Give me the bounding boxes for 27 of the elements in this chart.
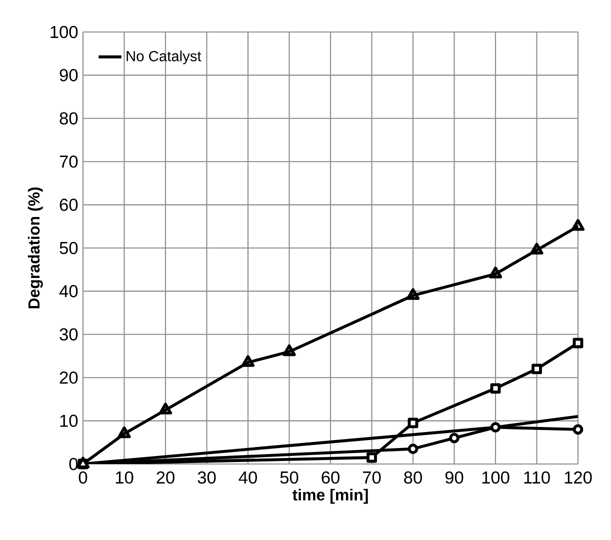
- y-tick-label: 0: [69, 458, 78, 470]
- y-tick-label: 10: [60, 414, 78, 427]
- x-tick-label: 70: [363, 471, 381, 484]
- y-tick-label: 100: [50, 26, 78, 38]
- y-tick-label: 60: [60, 198, 78, 211]
- y-tick-label: 40: [59, 285, 78, 298]
- x-tick-label: 100: [482, 471, 510, 484]
- y-axis-title: Degradation (%): [28, 187, 43, 308]
- x-tick-label: 30: [198, 471, 216, 484]
- x-tick-label: 110: [524, 471, 550, 484]
- x-tick-label: 80: [404, 471, 422, 484]
- y-tick-label: 50: [60, 242, 78, 254]
- x-tick-label: 40: [238, 471, 257, 484]
- y-tick-label: 90: [60, 69, 78, 82]
- x-tick-label: 120: [564, 471, 592, 484]
- x-tick-label: 90: [445, 471, 464, 484]
- x-tick-label: 0: [78, 471, 88, 484]
- x-axis-title: time [min]: [292, 488, 368, 504]
- x-tick-label: 10: [116, 471, 134, 484]
- y-tick-label: 80: [60, 112, 78, 125]
- y-tick-label: 20: [60, 371, 78, 384]
- x-tick-label: 60: [322, 471, 340, 484]
- y-tick-label: 30: [60, 328, 78, 341]
- legend-label: No Catalyst: [126, 50, 202, 64]
- x-tick-label: 50: [280, 471, 298, 484]
- x-tick-label: 20: [156, 471, 174, 484]
- y-tick-label: 70: [60, 155, 78, 168]
